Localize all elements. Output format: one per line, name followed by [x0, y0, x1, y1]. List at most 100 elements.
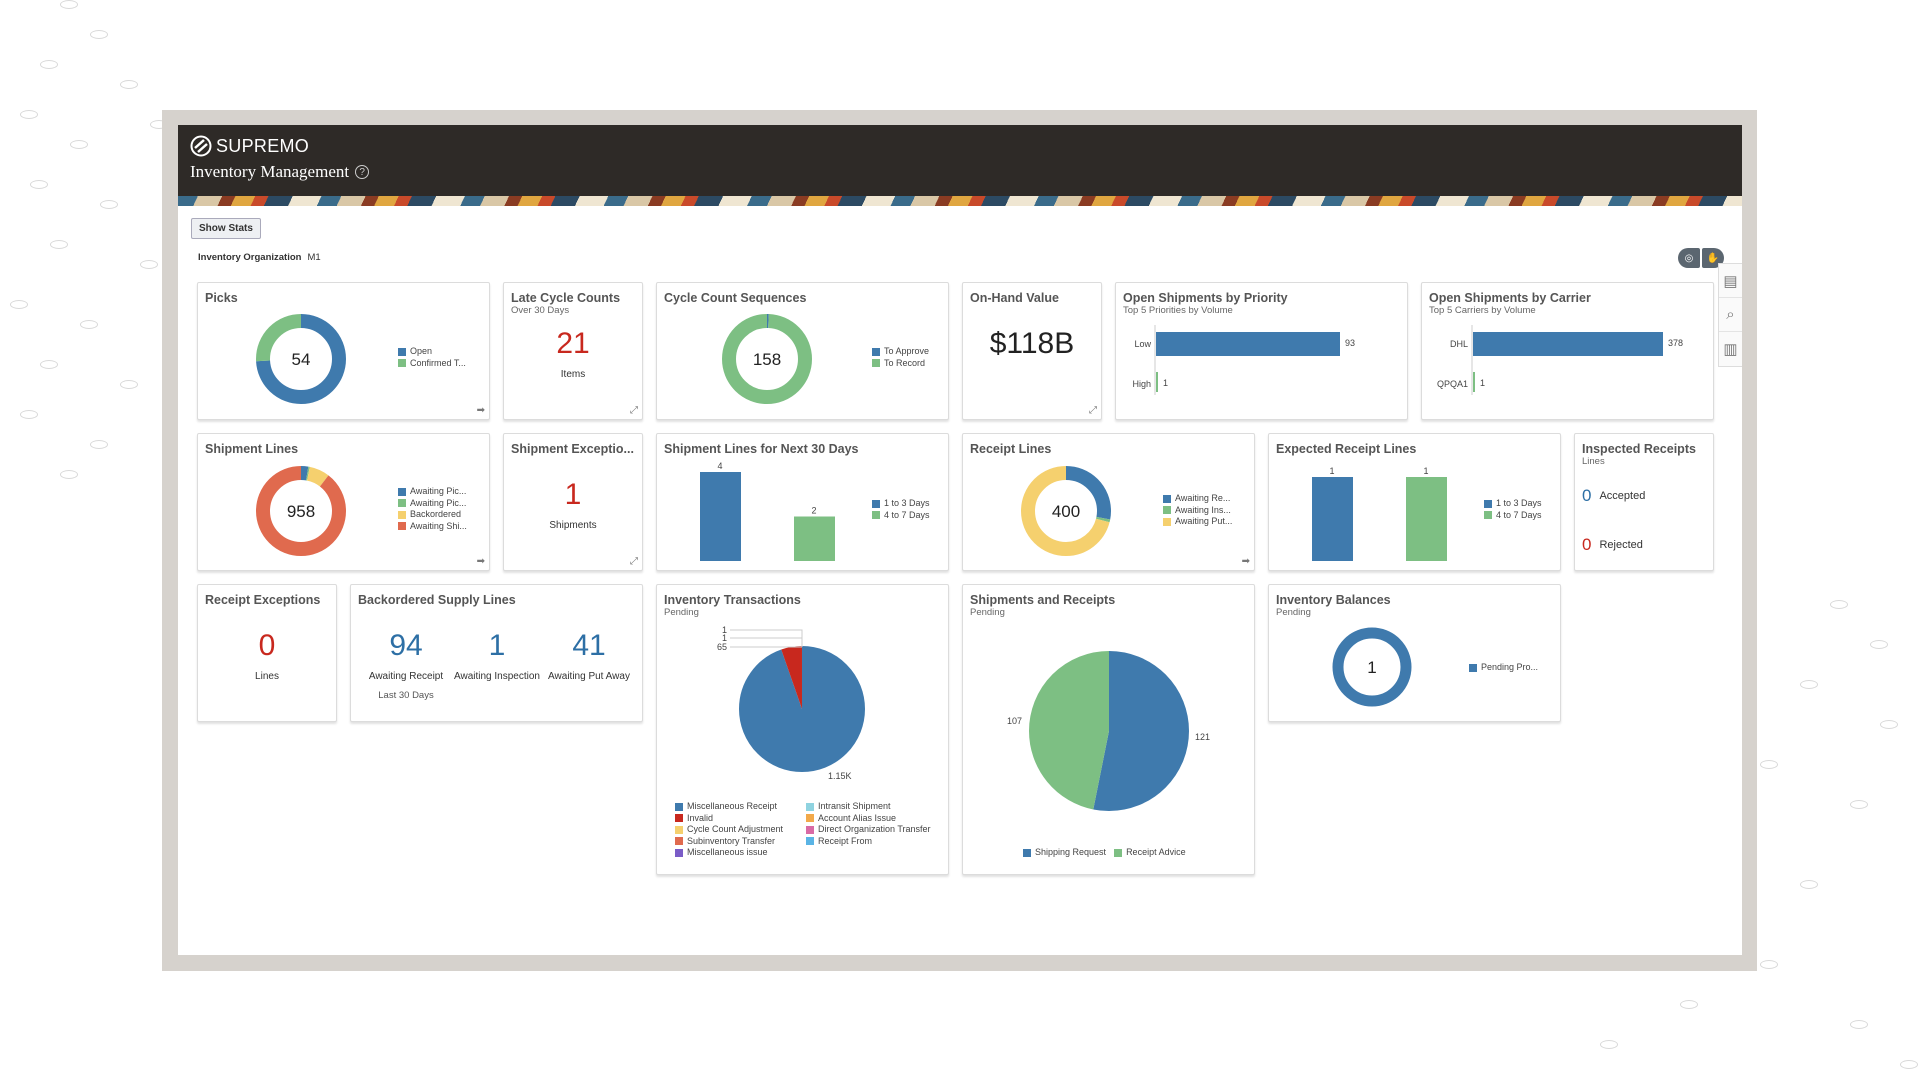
legend-item[interactable]: Receipt Advice [1114, 847, 1186, 859]
header-pattern-strip [178, 196, 1742, 206]
legend-item[interactable]: Awaiting Shi... [398, 521, 467, 533]
bar-value-label: 378 [1668, 338, 1683, 348]
card-inspected-receipts[interactable]: Inspected Receipts Lines 0 Accepted 0 Re… [1574, 433, 1714, 571]
legend-swatch [1469, 663, 1477, 672]
legend-label: Awaiting Pic... [410, 497, 467, 508]
legend-item[interactable]: Awaiting Re... [1163, 493, 1232, 505]
shipment-exceptions-value: 1 [564, 478, 582, 511]
legend-item[interactable]: Awaiting Put... [1163, 516, 1232, 528]
search-icon[interactable]: ⌕ [1719, 298, 1742, 332]
card-shipments-and-receipts[interactable]: Shipments and Receipts Pending 121 107 Sh… [962, 584, 1255, 875]
bar-value-label: 93 [1345, 338, 1355, 348]
decor-dot [30, 180, 48, 189]
decor-dot [1870, 640, 1888, 649]
decor-dot [90, 440, 108, 449]
card-receipt-exceptions[interactable]: Receipt Exceptions 0 Lines [197, 584, 337, 722]
help-icon[interactable]: ? [355, 165, 370, 179]
legend-item[interactable]: Open [398, 346, 466, 358]
legend-item[interactable]: To Approve [872, 346, 929, 358]
metric-awaiting-put-away[interactable]: 41 Awaiting Put Away [543, 629, 635, 701]
legend-label: Awaiting Shi... [410, 520, 467, 531]
card-title: Inventory Balances [1276, 593, 1391, 607]
metric-awaiting-inspection[interactable]: 1 Awaiting Inspection [451, 629, 543, 701]
card-open-shipments-carrier[interactable]: Open Shipments by Carrier Top 5 Carriers… [1421, 282, 1714, 420]
legend-swatch [675, 802, 683, 811]
document-icon[interactable]: ▤ [1719, 264, 1742, 298]
legend-item[interactable]: Subinventory Transfer [675, 836, 806, 848]
card-subtitle: Pending [1276, 607, 1311, 618]
slice-value-label: 121 [1195, 732, 1210, 742]
card-shipment-lines[interactable]: Shipment Lines 958 Awaiting Pic... Awaiti… [197, 433, 490, 571]
card-late-cycle-counts[interactable]: Late Cycle Counts Over 30 Days 21 Items … [503, 282, 643, 420]
metric-label: Awaiting Inspection [454, 671, 540, 682]
legend-item[interactable]: Confirmed T... [398, 358, 466, 370]
legend-item[interactable]: Receipt From [806, 836, 946, 848]
bar-value-label: 1 [1329, 466, 1334, 476]
card-on-hand-value[interactable]: On-Hand Value $118B ⤢ [962, 282, 1102, 420]
drill-arrow-icon[interactable]: ➡ [476, 556, 485, 567]
metric-footnote: Last 30 Days [378, 690, 434, 701]
legend-item[interactable]: Awaiting Pic... [398, 486, 467, 498]
legend-label: Cycle Count Adjustment [687, 824, 784, 834]
legend-item[interactable]: Backordered [398, 509, 467, 521]
legend-item[interactable]: To Record [872, 358, 929, 370]
card-title: Receipt Lines [970, 442, 1052, 456]
expand-icon[interactable]: ⤢ [630, 556, 638, 567]
legend-item[interactable]: Invalid [675, 813, 806, 825]
expand-icon[interactable]: ⤢ [1089, 405, 1097, 416]
drill-arrow-icon[interactable]: ➡ [476, 405, 485, 416]
card-cycle-count-sequences[interactable]: Cycle Count Sequences 158 To Approve To R… [656, 282, 949, 420]
expand-icon[interactable]: ⤢ [630, 405, 638, 416]
next30-bar-chart: 42 [700, 461, 835, 561]
org-label: Inventory Organization [198, 252, 302, 263]
card-inventory-transactions[interactable]: Inventory Transactions Pending 1.15K 1 1 65… [656, 584, 949, 875]
metric-awaiting-receipt[interactable]: 94 Awaiting Receipt Last 30 Days [361, 629, 451, 701]
bar-4-to-7-days [1406, 477, 1447, 561]
legend-item[interactable]: Shipping Request [1023, 847, 1106, 859]
bar-1-to-3-days [1312, 477, 1353, 561]
card-inventory-balances[interactable]: Inventory Balances Pending 1 Pending Pro… [1268, 584, 1561, 722]
legend-item[interactable]: Awaiting Ins... [1163, 505, 1232, 517]
legend-item[interactable]: Pending Pro... [1469, 662, 1538, 674]
bar-chart-icon[interactable]: ▥ [1723, 341, 1738, 358]
legend-item[interactable]: Direct Organization Transfer [806, 824, 946, 836]
card-receipt-lines[interactable]: Receipt Lines 400 Awaiting Re... Awaiting… [962, 433, 1255, 571]
metric-value: 94 [389, 629, 423, 662]
priority-bar-chart: Low 93 High 1 [1132, 325, 1355, 395]
legend-item[interactable]: Miscellaneous Receipt [675, 801, 806, 813]
legend-item[interactable]: Awaiting Pic... [398, 498, 467, 510]
card-picks[interactable]: Picks 54 Open Confirmed T... ➡ [197, 282, 490, 420]
card-open-shipments-priority[interactable]: Open Shipments by Priority Top 5 Priorit… [1115, 282, 1408, 420]
card-title: Backordered Supply Lines [358, 593, 516, 607]
card-title: On-Hand Value [970, 291, 1059, 305]
legend-item[interactable]: Cycle Count Adjustment [675, 824, 806, 836]
show-stats-button[interactable]: Show Stats [191, 218, 261, 239]
decor-dot [1760, 760, 1778, 769]
metric-label: Awaiting Receipt [368, 671, 444, 682]
legend-label: Awaiting Put... [1175, 516, 1233, 526]
decor-dot [100, 200, 118, 209]
rejected-row[interactable]: 0 Rejected [1582, 535, 1643, 555]
legend-swatch [806, 814, 814, 823]
metric-value: 41 [572, 629, 606, 662]
headset-icon[interactable]: ◎ [1678, 248, 1700, 268]
legend-item[interactable]: 1 to 3 Days [872, 498, 930, 510]
decor-dot [40, 60, 58, 69]
accepted-row[interactable]: 0 Accepted [1582, 486, 1645, 506]
org-value[interactable]: M1 [307, 252, 321, 263]
drill-arrow-icon[interactable]: ➡ [1241, 556, 1250, 567]
card-shipment-exceptions[interactable]: Shipment Exceptio... 1 Shipments ⤢ [503, 433, 643, 571]
legend-item[interactable]: 4 to 7 Days [1484, 510, 1542, 522]
legend-item[interactable]: Intransit Shipment [806, 801, 946, 813]
legend-item[interactable]: 1 to 3 Days [1484, 498, 1542, 510]
late-cycle-value: 21 [556, 327, 590, 360]
segment-confirmed-t- [256, 314, 346, 404]
legend-item[interactable]: 4 to 7 Days [872, 510, 930, 522]
legend-item[interactable]: Account Alias Issue [806, 813, 946, 825]
card-backordered-supply-lines[interactable]: Backordered Supply Lines 94 Awaiting Rec… [350, 584, 643, 722]
metric-label: Awaiting Put Away [548, 671, 630, 682]
decor-dot [1760, 960, 1778, 969]
legend-item[interactable]: Miscellaneous issue [675, 847, 806, 859]
